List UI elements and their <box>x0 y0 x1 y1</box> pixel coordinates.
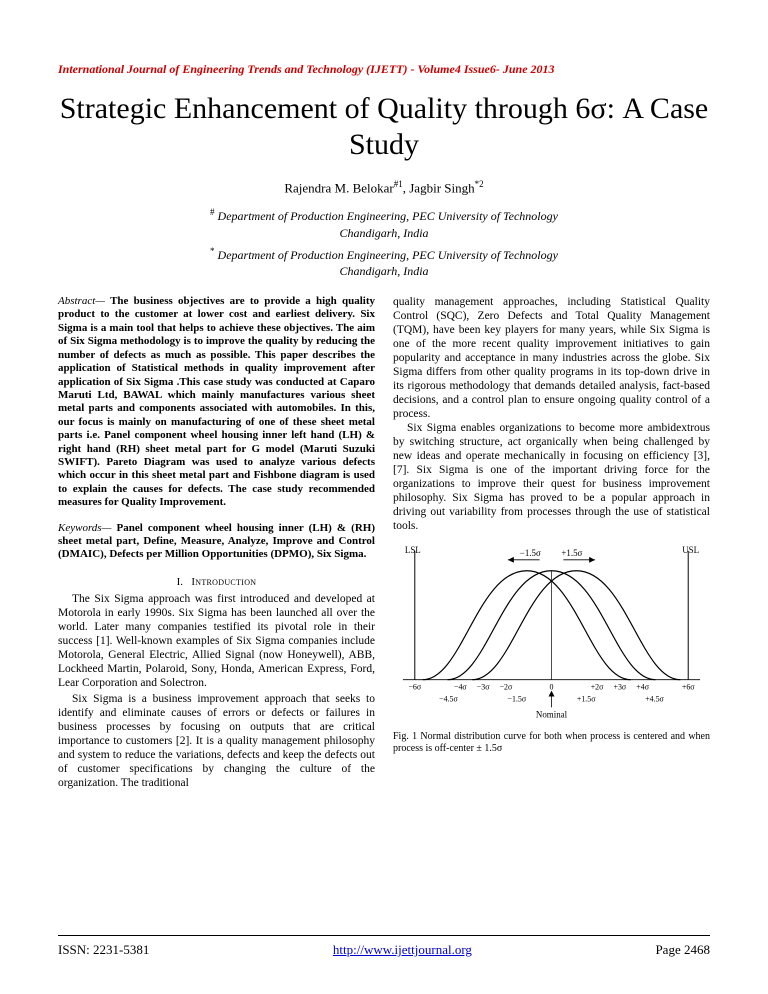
aff1-line1: Department of Production Engineering, PE… <box>218 209 558 223</box>
subtick: +4.5σ <box>645 695 664 704</box>
xtick: +4σ <box>636 683 649 692</box>
xtick: +3σ <box>614 683 627 692</box>
aff2-line1: Department of Production Engineering, PE… <box>218 248 558 262</box>
xtick: +6σ <box>682 683 695 692</box>
top-right-shift: +1.5σ <box>561 548 582 558</box>
top-left-shift: −1.5σ <box>520 548 541 558</box>
affiliations: # Department of Production Engineering, … <box>58 206 710 279</box>
abstract-text: The business objectives are to provide a… <box>58 295 375 508</box>
author-2-sup: *2 <box>475 179 484 189</box>
lsl-label: LSL <box>405 545 421 555</box>
xtick: 0 <box>550 683 554 692</box>
aff2-mark: * <box>210 246 215 256</box>
aff1-line2: Chandigarh, India <box>339 226 428 240</box>
section-1-num: I. <box>177 576 183 588</box>
xtick: −4σ <box>454 683 467 692</box>
abstract-lead: Abstract— <box>58 295 105 307</box>
left-column: Abstract— The business objectives are to… <box>58 295 375 792</box>
nominal-label: Nominal <box>536 710 568 720</box>
page-container: International Journal of Engineering Tre… <box>0 0 768 994</box>
authors-line: Rajendra M. Belokar#1, Jagbir Singh*2 <box>58 179 710 196</box>
keywords-lead: Keywords— <box>58 522 111 534</box>
figure-1-caption: Fig. 1 Normal distribution curve for bot… <box>393 731 710 756</box>
aff2-line2: Chandigarh, India <box>339 264 428 278</box>
intro-para-1: The Six Sigma approach was first introdu… <box>58 592 375 690</box>
xtick: +2σ <box>591 683 604 692</box>
section-1-heading: I. Introduction <box>58 576 375 589</box>
xtick: −6σ <box>408 683 421 692</box>
abstract: Abstract— The business objectives are to… <box>58 295 375 510</box>
col2-para-1: quality management approaches, including… <box>393 295 710 421</box>
paper-title: Strategic Enhancement of Quality through… <box>58 91 710 163</box>
author-1-sup: #1 <box>394 179 403 189</box>
subtick: +1.5σ <box>577 695 596 704</box>
author-1-name: Rajendra M. Belokar <box>284 180 393 195</box>
keywords: Keywords— Panel component wheel housing … <box>58 522 375 562</box>
xtick: −2σ <box>500 683 513 692</box>
page-footer: ISSN: 2231-5381 http://www.ijettjournal.… <box>58 935 710 958</box>
affiliation-1: # Department of Production Engineering, … <box>58 206 710 240</box>
intro-para-2: Six Sigma is a business improvement appr… <box>58 692 375 790</box>
subtick: −1.5σ <box>508 695 527 704</box>
xtick: −3σ <box>477 683 490 692</box>
section-1-name: Introduction <box>191 576 256 588</box>
aff1-mark: # <box>210 207 215 217</box>
affiliation-2: * Department of Production Engineering, … <box>58 245 710 279</box>
subtick: −4.5σ <box>439 695 458 704</box>
issn-label: ISSN: 2231-5381 <box>58 942 149 958</box>
col2-para-2: Six Sigma enables organizations to becom… <box>393 421 710 533</box>
journal-link[interactable]: http://www.ijettjournal.org <box>333 942 472 958</box>
right-column: quality management approaches, including… <box>393 295 710 792</box>
normal-dist-chart: LSL USL −1.5σ +1.5σ <box>393 541 710 724</box>
usl-label: USL <box>682 545 699 555</box>
figure-1: LSL USL −1.5σ +1.5σ <box>393 541 710 755</box>
body-columns: Abstract— The business objectives are to… <box>58 295 710 792</box>
journal-header: International Journal of Engineering Tre… <box>58 62 710 77</box>
author-2-name: Jagbir Singh <box>409 180 474 195</box>
page-number: Page 2468 <box>655 942 710 958</box>
